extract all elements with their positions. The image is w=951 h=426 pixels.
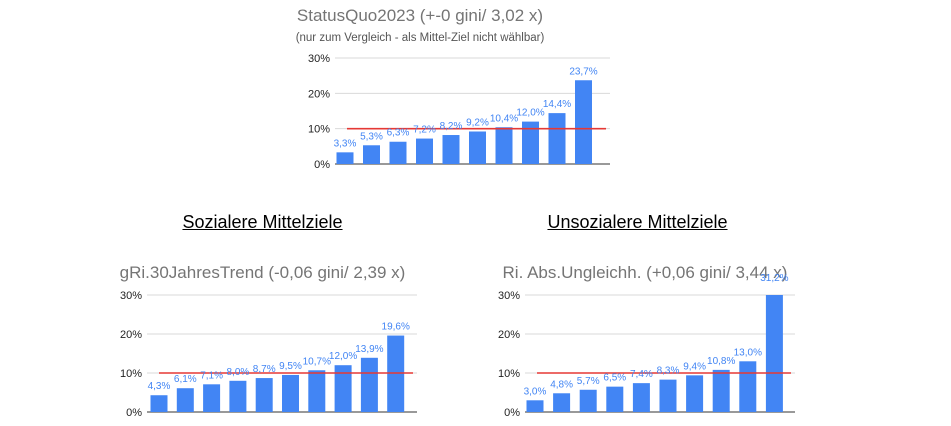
bar xyxy=(176,388,194,412)
data-label: 8,7% xyxy=(253,364,276,375)
bar xyxy=(308,370,326,412)
data-label: 6,5% xyxy=(603,373,626,384)
data-label: 9,4% xyxy=(683,361,706,372)
y-tick-label: 20% xyxy=(120,329,142,341)
bar xyxy=(282,374,299,412)
bar xyxy=(203,384,221,412)
bar xyxy=(442,135,460,164)
y-tick-label: 20% xyxy=(308,88,330,100)
bar xyxy=(659,379,677,412)
data-label: 7,2% xyxy=(413,125,436,136)
data-label: 23,7% xyxy=(569,66,597,77)
bar xyxy=(360,357,378,412)
y-tick-label: 10% xyxy=(498,368,520,380)
data-label: 12,0% xyxy=(516,108,544,119)
bar xyxy=(363,145,380,164)
data-label: 7,4% xyxy=(630,369,653,380)
data-label: 4,3% xyxy=(148,381,171,392)
data-label: 6,1% xyxy=(174,374,197,385)
bar xyxy=(739,361,757,412)
bar xyxy=(495,127,513,164)
data-label: 5,3% xyxy=(360,131,383,142)
data-label: 6,3% xyxy=(387,128,410,139)
data-label: 9,2% xyxy=(466,117,489,128)
bar xyxy=(229,380,247,412)
data-label: 9,5% xyxy=(279,361,302,372)
bar xyxy=(575,80,592,164)
data-label: 3,0% xyxy=(524,386,547,397)
data-label: 3,3% xyxy=(334,138,357,149)
bar xyxy=(150,395,168,412)
y-tick-label: 0% xyxy=(504,407,520,419)
section-heading-unsozialere: Unsozialere Mittelziele xyxy=(547,212,728,232)
data-label: 5,7% xyxy=(577,376,600,387)
bar xyxy=(389,141,407,164)
bar xyxy=(579,389,597,412)
bar xyxy=(526,400,544,412)
bar xyxy=(632,383,650,412)
bar xyxy=(686,375,704,412)
chart-1-subtitle: (nur zum Vergleich - als Mittel-Ziel nic… xyxy=(295,32,545,44)
y-tick-label: 20% xyxy=(498,329,520,341)
bar xyxy=(548,113,566,164)
data-label: 14,4% xyxy=(543,99,571,110)
chart-2-title: gRi.30JahresTrend (-0,06 gini/ 2,39 x) xyxy=(119,263,406,282)
data-label: 10,4% xyxy=(490,113,518,124)
section-heading-sozialere: Sozialere Mittelziele xyxy=(182,212,343,232)
y-tick-label: 0% xyxy=(126,407,142,419)
data-label: 12,0% xyxy=(329,351,357,362)
y-tick-label: 30% xyxy=(308,53,330,65)
bar xyxy=(553,393,571,412)
data-label: 19,6% xyxy=(382,322,410,333)
y-tick-label: 0% xyxy=(314,159,330,171)
data-label: 31,2% xyxy=(760,273,788,284)
chart-1-title: StatusQuo2023 (+-0 gini/ 3,02 x) xyxy=(296,6,544,25)
data-label: 13,0% xyxy=(734,347,762,358)
data-label: 10,8% xyxy=(707,356,735,367)
data-label: 8,0% xyxy=(227,367,250,378)
bar xyxy=(522,121,539,164)
data-label: 10,7% xyxy=(303,356,331,367)
bar xyxy=(416,138,433,164)
bar xyxy=(606,386,624,412)
data-label: 7,1% xyxy=(200,370,223,381)
bar xyxy=(336,152,354,164)
bar xyxy=(255,378,273,412)
data-label: 4,8% xyxy=(550,379,573,390)
chart-1-statusquo: 0% 10% 20% 30% 3,3%5,3% 6,3% 7,2% 8,2% 9,2% 10,4%… xyxy=(308,53,610,171)
bar xyxy=(334,365,352,412)
data-label: 13,9% xyxy=(355,344,383,355)
chart-3-abs-ungleichheit: 0%10%20%30%3,0%4,8% 5,7% 6,5% 7,4% 8,3% 9,4% 1… xyxy=(498,273,795,419)
y-tick-label: 30% xyxy=(498,290,520,302)
bar xyxy=(469,131,486,164)
y-tick-label: 30% xyxy=(120,290,142,302)
bar xyxy=(712,369,730,412)
bar xyxy=(765,295,783,412)
y-tick-label: 10% xyxy=(120,368,142,380)
chart-3-title: Ri. Abs.Ungleichh. (+0,06 gini/ 3,44 x) xyxy=(502,263,788,282)
data-label: 8,3% xyxy=(657,366,680,377)
data-label: 8,2% xyxy=(440,121,463,132)
y-tick-label: 10% xyxy=(308,124,330,136)
chart-2-jahrestrend: 0% 10% 20% 30% 4,3%6,1% 7,1% 8,0% 8,7% 9,5% 10,7%… xyxy=(120,290,417,419)
